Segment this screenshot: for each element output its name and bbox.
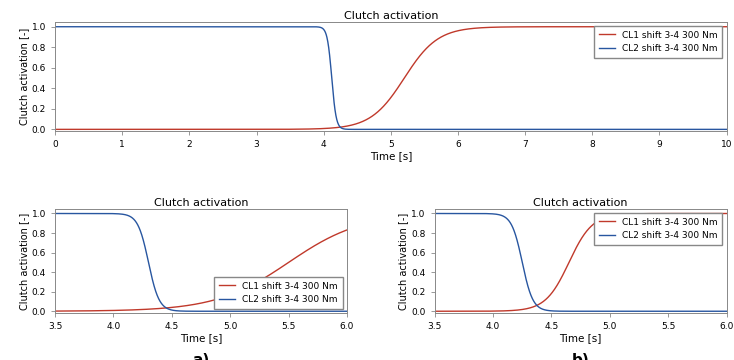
CL2 shift 3-4 300 Nm <box>660 309 669 314</box>
CL2 shift 3-4 300 Nm <box>280 309 289 314</box>
CL1 shift 3-4 300 Nm <box>445 309 454 314</box>
X-axis label: Time [s]: Time [s] <box>180 333 222 343</box>
CL2 shift 3-4 300 Nm <box>334 309 343 314</box>
CL2 shift 3-4 300 Nm <box>637 127 646 131</box>
CL1 shift 3-4 300 Nm <box>713 211 722 216</box>
Text: a): a) <box>192 353 210 360</box>
X-axis label: Time [s]: Time [s] <box>370 151 412 161</box>
CL2 shift 3-4 300 Nm <box>167 24 176 29</box>
Line: CL2 shift 3-4 300 Nm: CL2 shift 3-4 300 Nm <box>435 213 727 311</box>
CL2 shift 3-4 300 Nm <box>430 211 439 216</box>
CL2 shift 3-4 300 Nm <box>573 309 581 314</box>
X-axis label: Time [s]: Time [s] <box>559 333 602 343</box>
Line: CL1 shift 3-4 300 Nm: CL1 shift 3-4 300 Nm <box>55 230 347 311</box>
CL1 shift 3-4 300 Nm <box>338 125 346 129</box>
Y-axis label: Clutch activation [-]: Clutch activation [-] <box>399 212 409 310</box>
CL2 shift 3-4 300 Nm <box>713 309 722 314</box>
CL2 shift 3-4 300 Nm <box>308 24 317 29</box>
CL1 shift 3-4 300 Nm <box>334 231 343 235</box>
Legend: CL1 shift 3-4 300 Nm, CL2 shift 3-4 300 Nm: CL1 shift 3-4 300 Nm, CL2 shift 3-4 300 … <box>594 26 722 58</box>
Line: CL1 shift 3-4 300 Nm: CL1 shift 3-4 300 Nm <box>55 27 727 129</box>
CL2 shift 3-4 300 Nm <box>65 211 74 216</box>
CL2 shift 3-4 300 Nm <box>709 127 718 131</box>
CL2 shift 3-4 300 Nm <box>339 309 348 314</box>
CL1 shift 3-4 300 Nm <box>280 263 289 267</box>
CL2 shift 3-4 300 Nm <box>564 309 573 314</box>
CL2 shift 3-4 300 Nm <box>343 309 352 314</box>
CL1 shift 3-4 300 Nm <box>722 24 731 29</box>
CL2 shift 3-4 300 Nm <box>445 211 454 216</box>
CL1 shift 3-4 300 Nm <box>709 24 718 29</box>
Legend: CL1 shift 3-4 300 Nm, CL2 shift 3-4 300 Nm: CL1 shift 3-4 300 Nm, CL2 shift 3-4 300 … <box>214 277 343 309</box>
CL1 shift 3-4 300 Nm <box>564 260 573 265</box>
Title: Clutch activation: Clutch activation <box>344 11 438 21</box>
CL2 shift 3-4 300 Nm <box>713 309 722 314</box>
Text: b): b) <box>572 353 589 360</box>
CL1 shift 3-4 300 Nm <box>185 303 194 307</box>
CL1 shift 3-4 300 Nm <box>192 302 201 306</box>
Y-axis label: Clutch activation [-]: Clutch activation [-] <box>19 28 29 125</box>
Line: CL2 shift 3-4 300 Nm: CL2 shift 3-4 300 Nm <box>55 213 347 311</box>
CL1 shift 3-4 300 Nm <box>334 231 343 235</box>
CL2 shift 3-4 300 Nm <box>714 309 723 314</box>
CL1 shift 3-4 300 Nm <box>51 127 59 131</box>
CL1 shift 3-4 300 Nm <box>636 24 645 29</box>
CL2 shift 3-4 300 Nm <box>334 309 343 314</box>
CL2 shift 3-4 300 Nm <box>338 126 346 130</box>
CL2 shift 3-4 300 Nm <box>185 309 194 313</box>
CL2 shift 3-4 300 Nm <box>192 309 201 314</box>
CL2 shift 3-4 300 Nm <box>722 309 731 314</box>
CL1 shift 3-4 300 Nm <box>573 245 581 249</box>
CL1 shift 3-4 300 Nm <box>51 309 59 313</box>
Title: Clutch activation: Clutch activation <box>534 198 628 208</box>
Line: CL1 shift 3-4 300 Nm: CL1 shift 3-4 300 Nm <box>435 213 727 311</box>
CL2 shift 3-4 300 Nm <box>722 127 731 131</box>
CL2 shift 3-4 300 Nm <box>410 127 418 131</box>
CL2 shift 3-4 300 Nm <box>51 24 59 29</box>
CL1 shift 3-4 300 Nm <box>127 127 136 131</box>
CL1 shift 3-4 300 Nm <box>65 309 74 313</box>
CL1 shift 3-4 300 Nm <box>660 211 669 216</box>
Legend: CL1 shift 3-4 300 Nm, CL2 shift 3-4 300 Nm: CL1 shift 3-4 300 Nm, CL2 shift 3-4 300 … <box>594 213 722 245</box>
CL1 shift 3-4 300 Nm <box>167 127 176 131</box>
Y-axis label: Clutch activation [-]: Clutch activation [-] <box>19 212 29 310</box>
Title: Clutch activation: Clutch activation <box>154 198 248 208</box>
CL2 shift 3-4 300 Nm <box>127 24 136 29</box>
CL1 shift 3-4 300 Nm <box>308 127 317 131</box>
Line: CL2 shift 3-4 300 Nm: CL2 shift 3-4 300 Nm <box>55 27 727 129</box>
CL2 shift 3-4 300 Nm <box>51 211 59 216</box>
CL1 shift 3-4 300 Nm <box>430 309 439 314</box>
CL1 shift 3-4 300 Nm <box>722 211 731 216</box>
CL1 shift 3-4 300 Nm <box>713 211 722 216</box>
CL1 shift 3-4 300 Nm <box>343 228 352 232</box>
